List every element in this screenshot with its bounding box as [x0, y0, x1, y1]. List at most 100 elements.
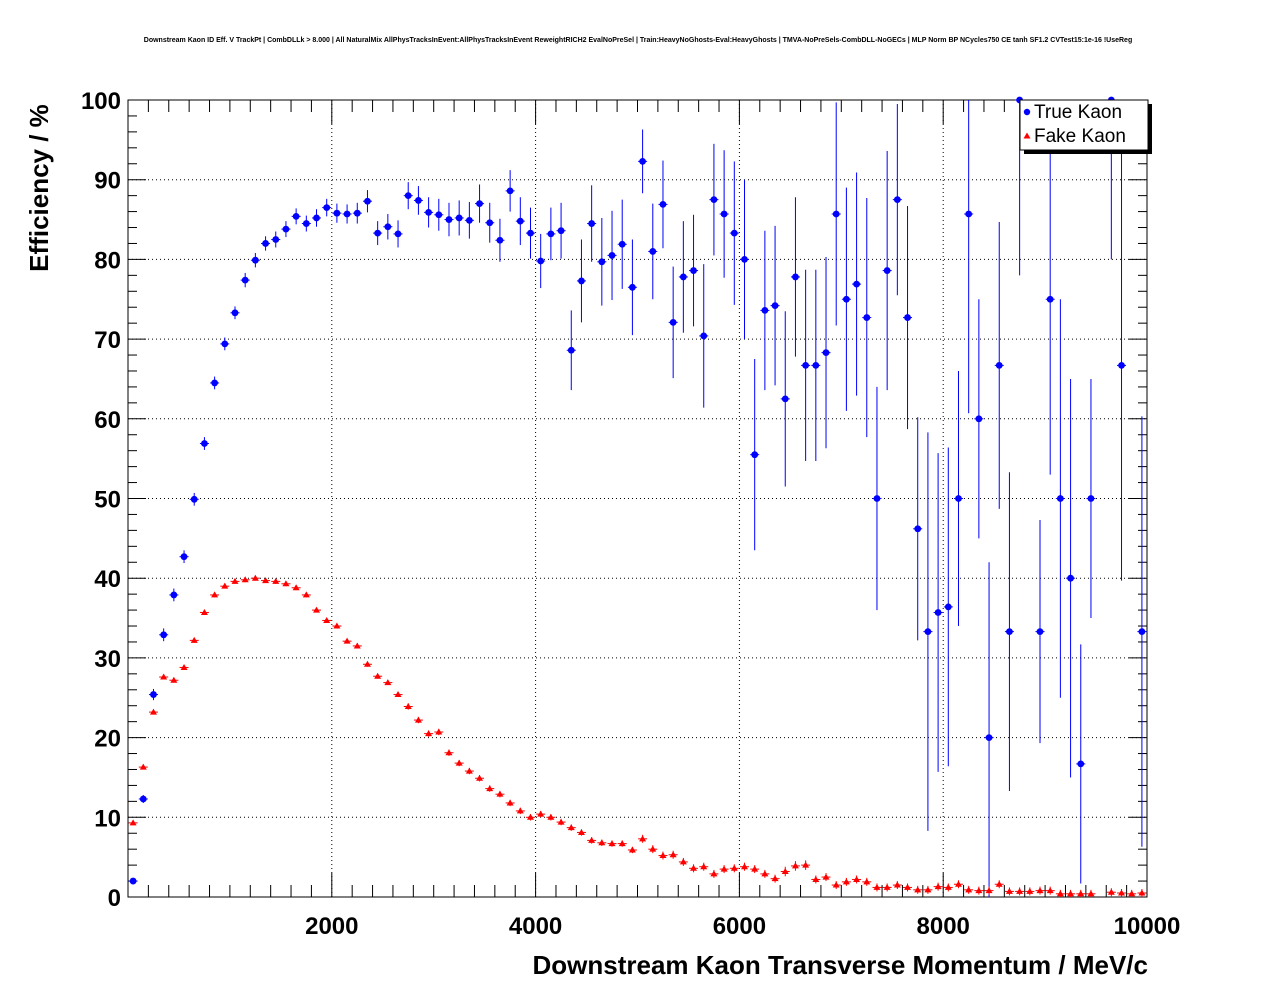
data-point — [516, 807, 524, 814]
data-point — [985, 734, 993, 741]
data-point — [853, 875, 861, 882]
data-point — [435, 728, 443, 735]
data-point — [201, 440, 208, 447]
data-point — [730, 229, 738, 237]
data-point — [659, 201, 667, 208]
data-point — [1046, 295, 1054, 303]
y-tick-labels: 0 10 20 30 40 50 60 70 80 90 100 — [81, 88, 121, 912]
legend-label-fake-kaon: Fake Kaon — [1034, 126, 1126, 147]
data-point — [751, 451, 759, 459]
grid-lines — [128, 100, 1147, 897]
data-point — [1046, 887, 1054, 894]
data-point — [241, 276, 249, 284]
data-point — [598, 839, 606, 846]
data-point — [567, 346, 575, 354]
data-point — [272, 577, 280, 584]
data-point — [822, 873, 830, 880]
data-point — [802, 861, 810, 868]
data-point — [353, 642, 361, 649]
data-point — [445, 216, 453, 223]
data-point — [588, 220, 596, 227]
data-point — [720, 865, 728, 872]
data-point — [282, 580, 290, 587]
data-point — [639, 835, 647, 842]
data-point — [465, 767, 473, 774]
data-point — [608, 252, 616, 259]
y-tick-label: 50 — [94, 487, 121, 514]
data-point — [863, 878, 871, 885]
data-point — [221, 582, 229, 589]
data-point — [904, 883, 912, 890]
data-point — [710, 870, 718, 877]
data-point — [343, 210, 351, 218]
data-point — [435, 211, 443, 219]
data-point — [791, 862, 799, 869]
data-point — [363, 660, 371, 667]
data-point — [404, 703, 412, 710]
x-tick-label: 6000 — [713, 913, 766, 940]
data-point — [578, 277, 585, 285]
data-point — [160, 631, 168, 639]
data-point — [832, 881, 840, 888]
data-point — [1067, 890, 1075, 897]
data-point — [353, 209, 361, 217]
data-point — [995, 880, 1003, 887]
data-point — [608, 840, 616, 847]
x-tick-label: 4000 — [509, 913, 562, 940]
data-point — [455, 214, 463, 222]
data-point — [924, 886, 932, 893]
data-point — [944, 883, 952, 890]
data-point — [394, 230, 402, 238]
data-point — [414, 716, 422, 723]
data-point — [1036, 887, 1044, 894]
data-point — [129, 877, 137, 885]
data-point — [384, 679, 392, 686]
data-point — [231, 577, 239, 584]
data-point — [588, 836, 596, 843]
data-point — [149, 708, 157, 715]
data-point — [954, 880, 962, 887]
data-point — [425, 208, 433, 216]
data-point — [170, 676, 178, 683]
data-point — [649, 845, 657, 852]
y-tick-label: 90 — [94, 168, 121, 195]
data-point — [934, 609, 942, 616]
data-point — [832, 210, 840, 218]
x-tick-label: 2000 — [305, 913, 358, 940]
data-point — [822, 349, 830, 357]
data-point — [893, 881, 901, 888]
y-tick-label: 30 — [94, 646, 121, 673]
data-point — [995, 362, 1003, 369]
legend-box — [1019, 99, 1149, 151]
legend-marker-fake-kaon — [1023, 132, 1031, 139]
data-point — [567, 824, 575, 831]
data-point — [924, 628, 932, 635]
data-point — [374, 229, 382, 237]
data-point — [1087, 495, 1095, 502]
data-point — [343, 637, 351, 644]
data-point — [679, 273, 687, 281]
data-point — [292, 584, 300, 591]
data-point — [425, 730, 433, 737]
data-point — [883, 267, 891, 274]
data-point — [1138, 889, 1146, 896]
data-point — [577, 828, 585, 835]
data-point — [323, 616, 331, 623]
data-point — [1077, 890, 1085, 897]
data-point — [679, 858, 687, 865]
data-point — [547, 813, 555, 820]
data-point — [812, 875, 820, 882]
y-axis-title: Efficiency / % — [24, 104, 54, 272]
data-point — [965, 210, 973, 218]
data-point — [649, 248, 657, 255]
legend-marker-true-kaon — [1023, 108, 1031, 116]
data-point — [934, 883, 942, 890]
data-point — [292, 212, 300, 220]
data-point — [200, 608, 208, 615]
data-point — [1077, 760, 1085, 768]
data-point — [160, 673, 168, 680]
data-point — [527, 229, 534, 237]
data-point — [537, 257, 545, 265]
y-tick-label: 20 — [94, 726, 121, 753]
data-point — [618, 840, 626, 847]
